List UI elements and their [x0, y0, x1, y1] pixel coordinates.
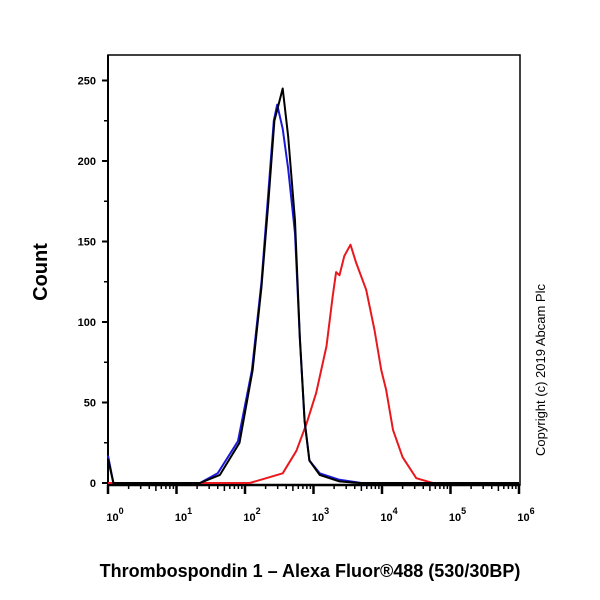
axes: 0 50 100 150 200 250 100 101 102 103 104 105 106 — [78, 54, 535, 524]
x-tick-label: 106 — [517, 506, 534, 524]
x-tick-label: 103 — [312, 506, 329, 524]
y-tick-label: 50 — [84, 398, 96, 410]
curves — [107, 87, 519, 484]
copyright-annotation: Copyright (c) 2019 Abcam Plc — [533, 284, 548, 456]
y-tick-label: 100 — [78, 317, 96, 329]
x-tick-label: 100 — [106, 506, 123, 524]
x-axis-label: Thrombospondin 1 – Alexa Fluor®488 (530/… — [100, 561, 521, 581]
histogram-series-1 — [107, 103, 519, 484]
x-tick-label: 104 — [380, 506, 397, 524]
y-tick-label: 150 — [78, 237, 96, 249]
y-tick-label: 0 — [90, 478, 96, 490]
x-tick-label: 102 — [243, 506, 260, 524]
histogram-series-0 — [108, 243, 519, 484]
y-tick-label: 200 — [78, 156, 96, 168]
x-tick-label: 101 — [175, 506, 192, 524]
plot-frame — [107, 54, 521, 486]
histogram-series-2 — [107, 87, 519, 484]
y-axis-label: Count — [30, 243, 52, 301]
y-tick-label: 250 — [78, 76, 96, 88]
x-tick-label: 105 — [449, 506, 466, 524]
